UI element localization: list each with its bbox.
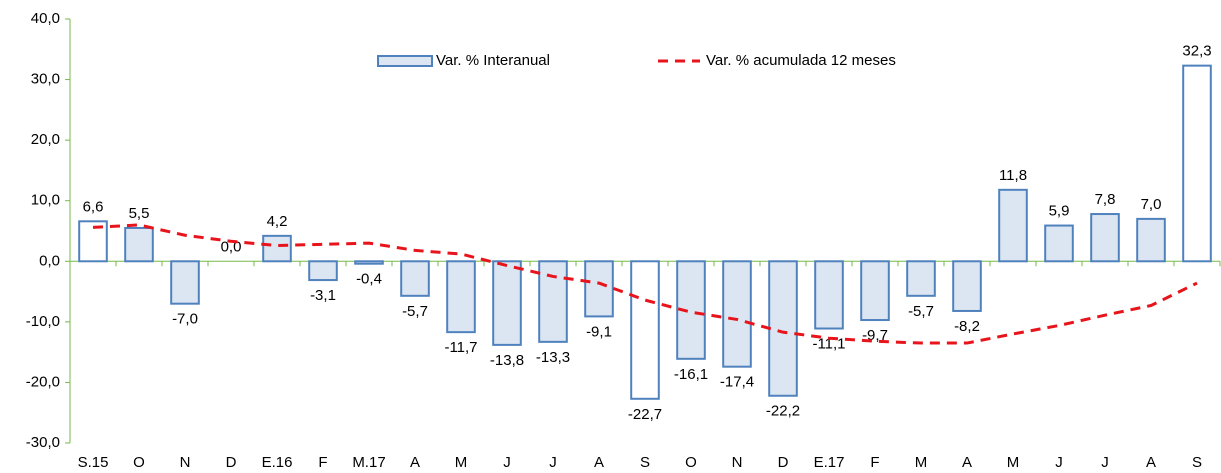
bar (308, 260, 338, 282)
x-tick-label: A (410, 454, 420, 471)
x-tick-label: O (133, 454, 145, 471)
legend-label: Var. % Interanual (436, 52, 550, 69)
value-label: -5,7 (402, 303, 428, 320)
y-tick-label: 0,0 (39, 252, 60, 269)
x-tick-label: E.16 (262, 454, 293, 471)
bar (952, 260, 982, 312)
bar (814, 260, 844, 330)
x-tick-label: O (685, 454, 697, 471)
x-tick-label: N (732, 454, 743, 471)
x-tick-label: F (318, 454, 327, 471)
value-label: -11,7 (444, 339, 477, 356)
y-tick-label: 30,0 (31, 71, 60, 88)
value-label: 11,8 (999, 167, 1027, 184)
x-tick-label: J (503, 454, 511, 471)
x-tick-label: A (1146, 454, 1156, 471)
value-label: -16,1 (674, 366, 708, 383)
bar (1090, 213, 1120, 263)
bar (1182, 64, 1212, 263)
y-tick-label: 40,0 (31, 10, 60, 27)
y-tick-label: -10,0 (26, 313, 60, 330)
value-label: 7,8 (1095, 191, 1116, 208)
bar (170, 260, 200, 305)
value-label: -9,1 (586, 323, 612, 340)
value-label: 7,0 (1141, 196, 1162, 213)
bar (860, 260, 890, 322)
bar (538, 260, 568, 343)
x-tick-label: F (870, 454, 879, 471)
value-label: -13,8 (490, 352, 524, 369)
x-tick-label: M.17 (352, 454, 385, 471)
legend-swatch (377, 55, 433, 67)
x-tick-label: M (915, 454, 928, 471)
value-label: -7,0 (172, 311, 198, 328)
x-tick-label: M (455, 454, 468, 471)
x-tick-label: J (1101, 454, 1109, 471)
bar (124, 226, 154, 263)
value-label: -22,2 (766, 403, 800, 420)
x-tick-label: A (962, 454, 972, 471)
x-tick-label: M (1007, 454, 1020, 471)
bar (768, 260, 798, 397)
bar (998, 188, 1028, 263)
bar (676, 260, 706, 360)
value-label: 5,5 (129, 205, 150, 222)
x-tick-label: J (1055, 454, 1063, 471)
x-tick-label: D (778, 454, 789, 471)
bar (262, 234, 292, 263)
bar (446, 260, 476, 334)
legend-label: Var. % acumulada 12 meses (706, 52, 896, 69)
value-label: -3,1 (310, 287, 336, 304)
y-tick-label: 20,0 (31, 131, 60, 148)
x-tick-label: S.15 (78, 454, 109, 471)
x-tick-label: A (594, 454, 604, 471)
value-label: 4,2 (267, 213, 288, 230)
x-tick-label: E.17 (814, 454, 845, 471)
x-tick-label: D (226, 454, 237, 471)
value-label: 5,9 (1049, 203, 1070, 220)
value-label: -8,2 (954, 318, 980, 335)
bar (630, 260, 660, 400)
bar (354, 260, 384, 265)
bar (584, 260, 614, 318)
x-tick-label: S (640, 454, 650, 471)
bar (400, 260, 430, 297)
value-label: -13,3 (536, 349, 570, 366)
bar (1136, 217, 1166, 263)
value-label: 6,6 (83, 198, 104, 215)
x-tick-label: N (180, 454, 191, 471)
y-tick-label: -30,0 (26, 434, 60, 451)
x-tick-label: J (549, 454, 557, 471)
value-label: 32,3 (1182, 43, 1211, 60)
bar (1044, 224, 1074, 263)
bar (492, 260, 522, 346)
value-label: -5,7 (908, 303, 934, 320)
value-label: -22,7 (628, 406, 662, 423)
value-label: -17,4 (720, 374, 754, 391)
y-tick-label: -20,0 (26, 373, 60, 390)
bar (906, 260, 936, 297)
y-tick-label: 10,0 (31, 192, 60, 209)
value-label: -0,4 (356, 271, 382, 288)
bar (722, 260, 752, 368)
x-tick-label: S (1192, 454, 1202, 471)
